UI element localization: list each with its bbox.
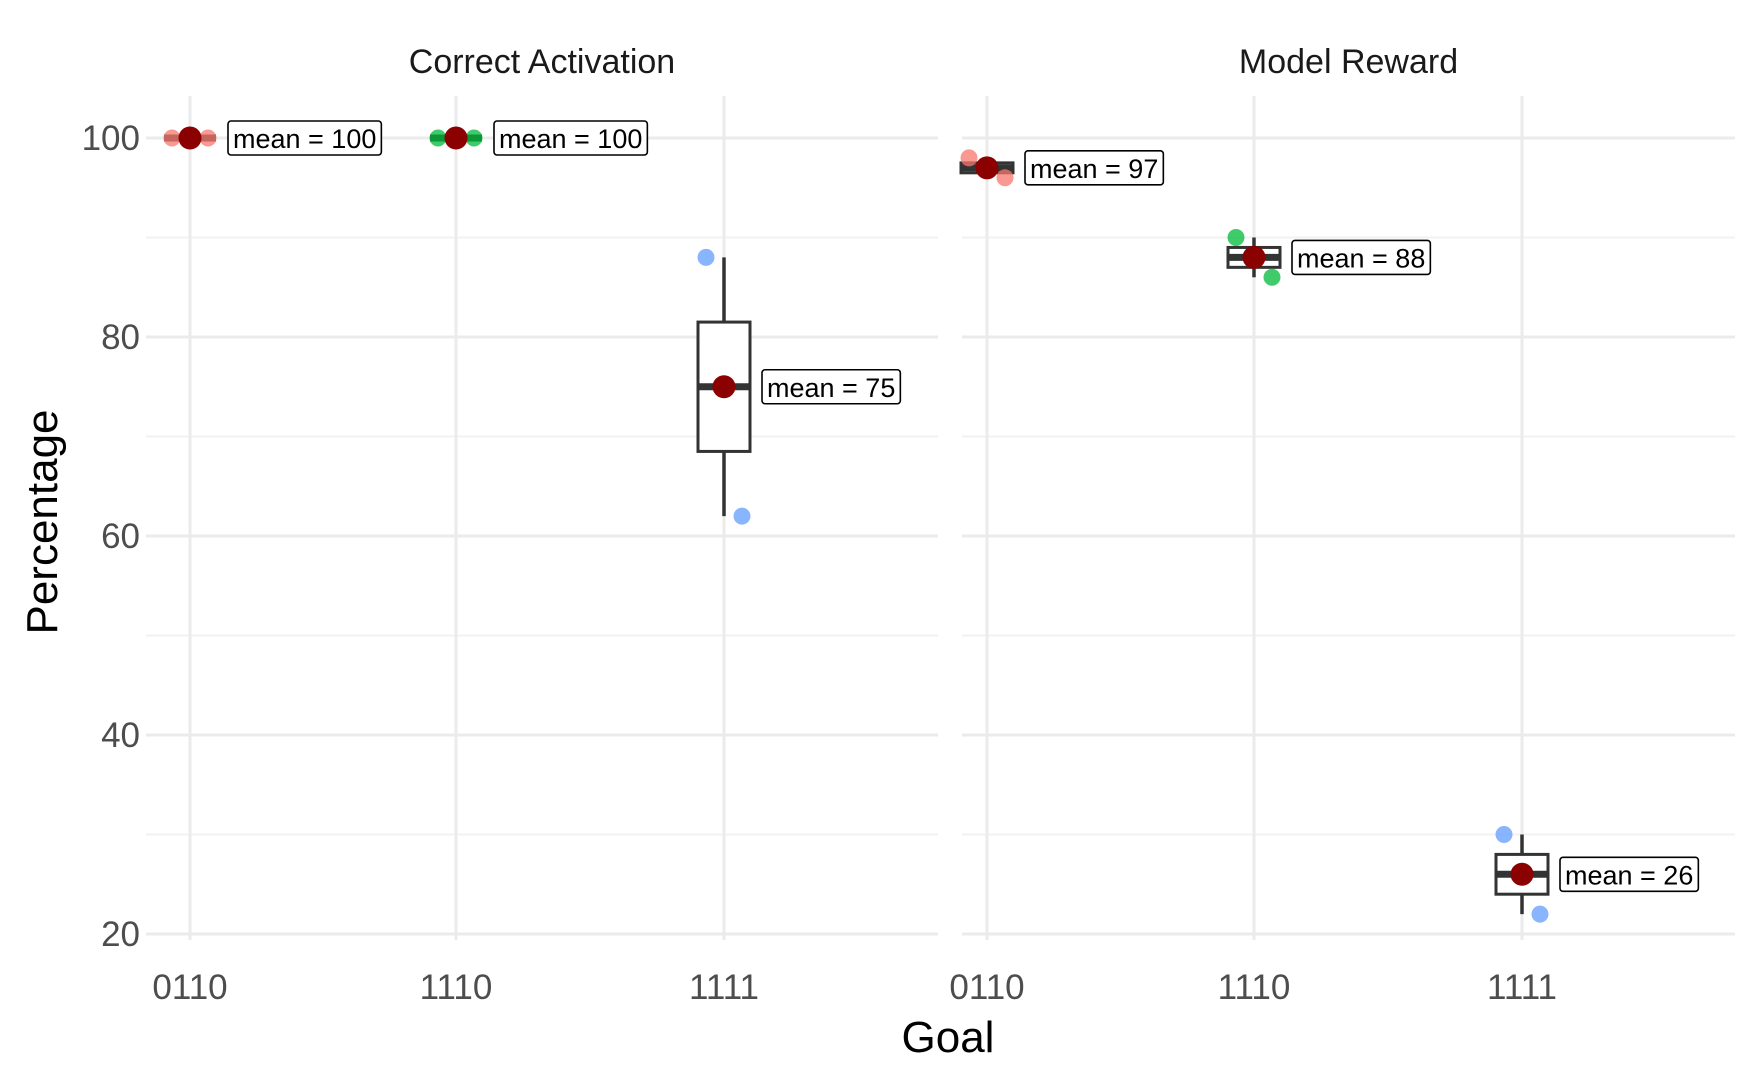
- data-point: [465, 129, 483, 147]
- mean-point: [178, 126, 202, 150]
- panel-2-x-tick-label: 0110: [949, 968, 1024, 1007]
- data-point: [960, 149, 978, 167]
- data-point: [996, 169, 1014, 187]
- data-point: [1531, 905, 1549, 923]
- mean-label: mean = 97: [1030, 154, 1158, 184]
- grid-layer: [146, 96, 1735, 940]
- x-axis-title: Goal: [902, 1013, 995, 1062]
- mean-point: [1510, 862, 1534, 886]
- mean-label-box: [1559, 856, 1700, 893]
- mean-point: [1242, 245, 1266, 269]
- y-tick-label: 60: [101, 517, 140, 556]
- panel-1-x-tick-label: 1111: [689, 968, 759, 1007]
- panel-1-x-tick-label: 1110: [420, 968, 493, 1007]
- mean-point: [444, 126, 468, 150]
- y-tick-label: 40: [101, 716, 140, 755]
- data-point: [1495, 826, 1513, 843]
- data-point: [163, 129, 181, 147]
- panel-2-title: Model Reward: [1239, 43, 1458, 81]
- panel-2-x-tick-label: 1110: [1218, 968, 1291, 1007]
- y-tick-label: 80: [101, 318, 140, 357]
- panel-1-title: Correct Activation: [409, 43, 675, 81]
- mean-label-box: [1024, 150, 1165, 186]
- data-point: [199, 129, 217, 147]
- mean-label-box: [227, 120, 383, 156]
- mean-point: [712, 375, 736, 399]
- marks-layer: [163, 126, 1550, 923]
- y-axis-title: Percentage: [18, 409, 67, 634]
- mean-label: mean = 75: [767, 373, 895, 403]
- data-point: [429, 129, 447, 147]
- mean-label: mean = 26: [1565, 860, 1693, 890]
- mean-point: [975, 156, 999, 180]
- panel-1-x-tick-label: 0110: [152, 968, 227, 1007]
- mean-label-box: [493, 120, 649, 156]
- data-point: [1263, 268, 1281, 286]
- y-tick-label: 20: [101, 915, 140, 954]
- y-tick-label: 100: [82, 119, 140, 158]
- mean-label-box: [761, 368, 902, 405]
- data-point: [697, 248, 715, 266]
- mean-label: mean = 100: [499, 124, 642, 154]
- panel-2-x-tick-label: 1111: [1487, 968, 1557, 1007]
- mean-label-box: [1291, 239, 1432, 276]
- data-point: [1227, 229, 1245, 246]
- text-layer: Goal Percentage Correct Activation 0110 11…: [18, 43, 1700, 1062]
- mean-label: mean = 100: [233, 124, 376, 154]
- mean-label: mean = 88: [1297, 243, 1425, 273]
- data-point: [733, 507, 751, 525]
